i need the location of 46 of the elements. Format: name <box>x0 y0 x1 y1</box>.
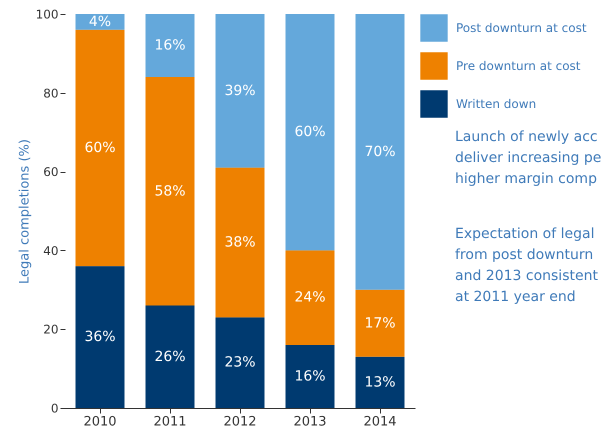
bar <box>286 250 334 345</box>
data-label: 36% <box>84 329 116 346</box>
data-label: 60% <box>84 140 116 156</box>
y-tick-label: 20 <box>43 322 58 337</box>
bar <box>146 14 194 78</box>
y-tick-label: 40 <box>43 244 58 258</box>
bar <box>356 14 404 290</box>
bar <box>76 266 124 408</box>
bar <box>216 14 264 168</box>
data-label: 70% <box>364 144 396 160</box>
bar <box>286 344 334 408</box>
y-tick-label: 60 <box>43 165 58 180</box>
x-tick-label: 2013 <box>293 414 327 430</box>
bar <box>146 77 194 306</box>
bar <box>356 290 404 357</box>
x-tick-label: 2010 <box>83 414 117 430</box>
x-tick-label: 2014 <box>363 414 397 430</box>
legend-label: Written down <box>456 97 536 111</box>
data-label: 17% <box>364 315 396 332</box>
data-label: 26% <box>154 348 186 365</box>
text: Launch of newly acc deliver increasing pe higher margin comp <box>455 129 601 187</box>
legend-label: Post downturn at cost <box>456 21 587 35</box>
y-axis-title: Legal completions (%) <box>18 139 33 284</box>
bar <box>216 168 264 318</box>
data-label: 38% <box>224 234 256 251</box>
bar <box>76 30 124 266</box>
x-tick-label: 2011 <box>153 414 187 430</box>
y-tick-label: 0 <box>50 402 58 416</box>
bar <box>356 356 404 408</box>
data-label: 60% <box>294 124 326 140</box>
bar <box>146 306 194 408</box>
data-label: 23% <box>224 354 256 371</box>
y-tick-label: 80 <box>43 86 58 100</box>
data-label: 16% <box>294 368 326 384</box>
data-label: 13% <box>364 374 396 390</box>
bar <box>286 14 334 250</box>
legend-label: Pre downturn at cost <box>456 59 581 73</box>
bar <box>216 317 264 408</box>
y-tick-label: 100 <box>36 8 58 22</box>
data-label: 4% <box>88 14 112 30</box>
data-label: 58% <box>154 183 186 200</box>
data-label: 16% <box>154 38 186 54</box>
data-label: 24% <box>294 290 326 306</box>
x-tick-label: 2012 <box>223 414 257 430</box>
data-label: 39% <box>224 82 256 99</box>
text: Expectation of legal from post downturn and 2013 consistent at 2011 year end <box>455 226 598 305</box>
